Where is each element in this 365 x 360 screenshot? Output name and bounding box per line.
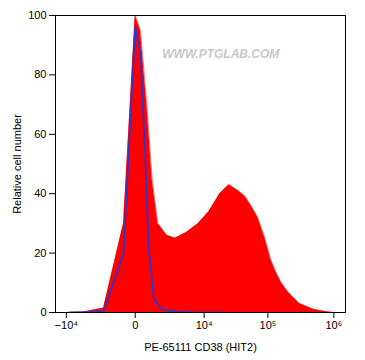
svg-text:−10⁴: −10⁴: [55, 319, 79, 331]
svg-text:100: 100: [28, 9, 46, 21]
svg-text:60: 60: [34, 128, 46, 140]
svg-text:10⁴: 10⁴: [196, 319, 213, 331]
svg-text:10⁵: 10⁵: [260, 319, 277, 331]
svg-text:0: 0: [132, 319, 138, 331]
svg-text:20: 20: [34, 247, 46, 259]
svg-text:80: 80: [34, 68, 46, 80]
svg-text:Relative cell number: Relative cell number: [11, 114, 23, 214]
svg-text:10⁶: 10⁶: [325, 319, 342, 331]
svg-text:40: 40: [34, 187, 46, 199]
svg-text:WWW.PTGLAB.COM: WWW.PTGLAB.COM: [162, 47, 280, 61]
svg-text:PE-65111 CD38 (HIT2): PE-65111 CD38 (HIT2): [144, 341, 257, 353]
svg-text:0: 0: [40, 306, 46, 318]
